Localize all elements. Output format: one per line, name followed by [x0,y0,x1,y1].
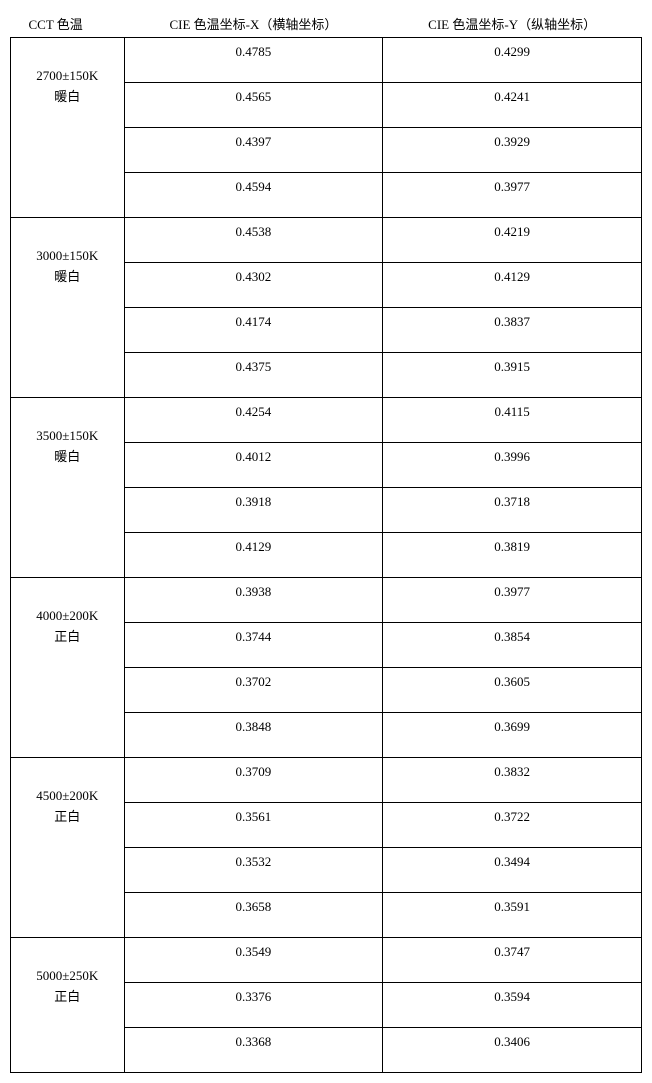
x-cell: 0.4174 [124,308,383,353]
x-cell: 0.3918 [124,488,383,533]
cct-type: 暖白 [15,267,120,288]
x-cell: 0.3532 [124,848,383,893]
y-cell: 0.3591 [383,893,642,938]
x-cell: 0.4538 [124,218,383,263]
y-cell: 0.3854 [383,623,642,668]
y-cell: 0.3594 [383,983,642,1028]
cct-type: 暖白 [15,447,120,468]
y-cell: 0.3747 [383,938,642,983]
x-cell: 0.3709 [124,758,383,803]
x-cell: 0.3376 [124,983,383,1028]
y-cell: 0.3915 [383,353,642,398]
y-cell: 0.3699 [383,713,642,758]
cct-value: 2700±150K [15,66,120,87]
x-cell: 0.4254 [124,398,383,443]
x-cell: 0.3848 [124,713,383,758]
table-row: 4000±200K正白0.39380.3977 [11,578,642,623]
x-cell: 0.3561 [124,803,383,848]
cct-value: 4500±200K [15,786,120,807]
x-cell: 0.3658 [124,893,383,938]
y-cell: 0.3722 [383,803,642,848]
y-cell: 0.3605 [383,668,642,713]
table-row: 3500±150K暖白0.42540.4115 [11,398,642,443]
x-cell: 0.4565 [124,83,383,128]
table-row: 2700±150K暖白0.47850.4299 [11,38,642,83]
cct-value: 3000±150K [15,246,120,267]
cct-type: 正白 [15,627,120,648]
x-cell: 0.3368 [124,1028,383,1073]
y-cell: 0.4115 [383,398,642,443]
cct-cell: 3000±150K暖白 [11,218,125,398]
cct-cell: 5000±250K正白 [11,938,125,1073]
cct-cell: 3500±150K暖白 [11,398,125,578]
cct-cell: 4500±200K正白 [11,758,125,938]
y-cell: 0.4219 [383,218,642,263]
cct-type: 正白 [15,987,120,1008]
header-cct: CCT 色温 [11,10,125,38]
x-cell: 0.4594 [124,173,383,218]
table-header-row: CCT 色温 CIE 色温坐标-X（横轴坐标） CIE 色温坐标-Y（纵轴坐标） [11,10,642,38]
table-row: 5000±250K正白0.35490.3747 [11,938,642,983]
cct-value: 5000±250K [15,966,120,987]
header-x: CIE 色温坐标-X（横轴坐标） [124,10,383,38]
table-body: 2700±150K暖白0.47850.42990.45650.42410.439… [11,38,642,1073]
y-cell: 0.3977 [383,578,642,623]
y-cell: 0.4299 [383,38,642,83]
x-cell: 0.4397 [124,128,383,173]
y-cell: 0.3406 [383,1028,642,1073]
x-cell: 0.3938 [124,578,383,623]
y-cell: 0.4129 [383,263,642,308]
cct-type: 正白 [15,807,120,828]
cct-cell: 4000±200K正白 [11,578,125,758]
y-cell: 0.3819 [383,533,642,578]
y-cell: 0.4241 [383,83,642,128]
y-cell: 0.3996 [383,443,642,488]
cct-type: 暖白 [15,87,120,108]
x-cell: 0.3549 [124,938,383,983]
y-cell: 0.3494 [383,848,642,893]
y-cell: 0.3832 [383,758,642,803]
cct-value: 3500±150K [15,426,120,447]
x-cell: 0.3744 [124,623,383,668]
x-cell: 0.4785 [124,38,383,83]
y-cell: 0.3977 [383,173,642,218]
y-cell: 0.3837 [383,308,642,353]
cct-cell: 2700±150K暖白 [11,38,125,218]
table-row: 4500±200K正白0.37090.3832 [11,758,642,803]
x-cell: 0.4302 [124,263,383,308]
table-row: 3000±150K暖白0.45380.4219 [11,218,642,263]
cct-table: CCT 色温 CIE 色温坐标-X（横轴坐标） CIE 色温坐标-Y（纵轴坐标）… [10,10,642,1073]
x-cell: 0.4375 [124,353,383,398]
y-cell: 0.3718 [383,488,642,533]
x-cell: 0.3702 [124,668,383,713]
y-cell: 0.3929 [383,128,642,173]
x-cell: 0.4012 [124,443,383,488]
header-y: CIE 色温坐标-Y（纵轴坐标） [383,10,642,38]
cct-value: 4000±200K [15,606,120,627]
x-cell: 0.4129 [124,533,383,578]
